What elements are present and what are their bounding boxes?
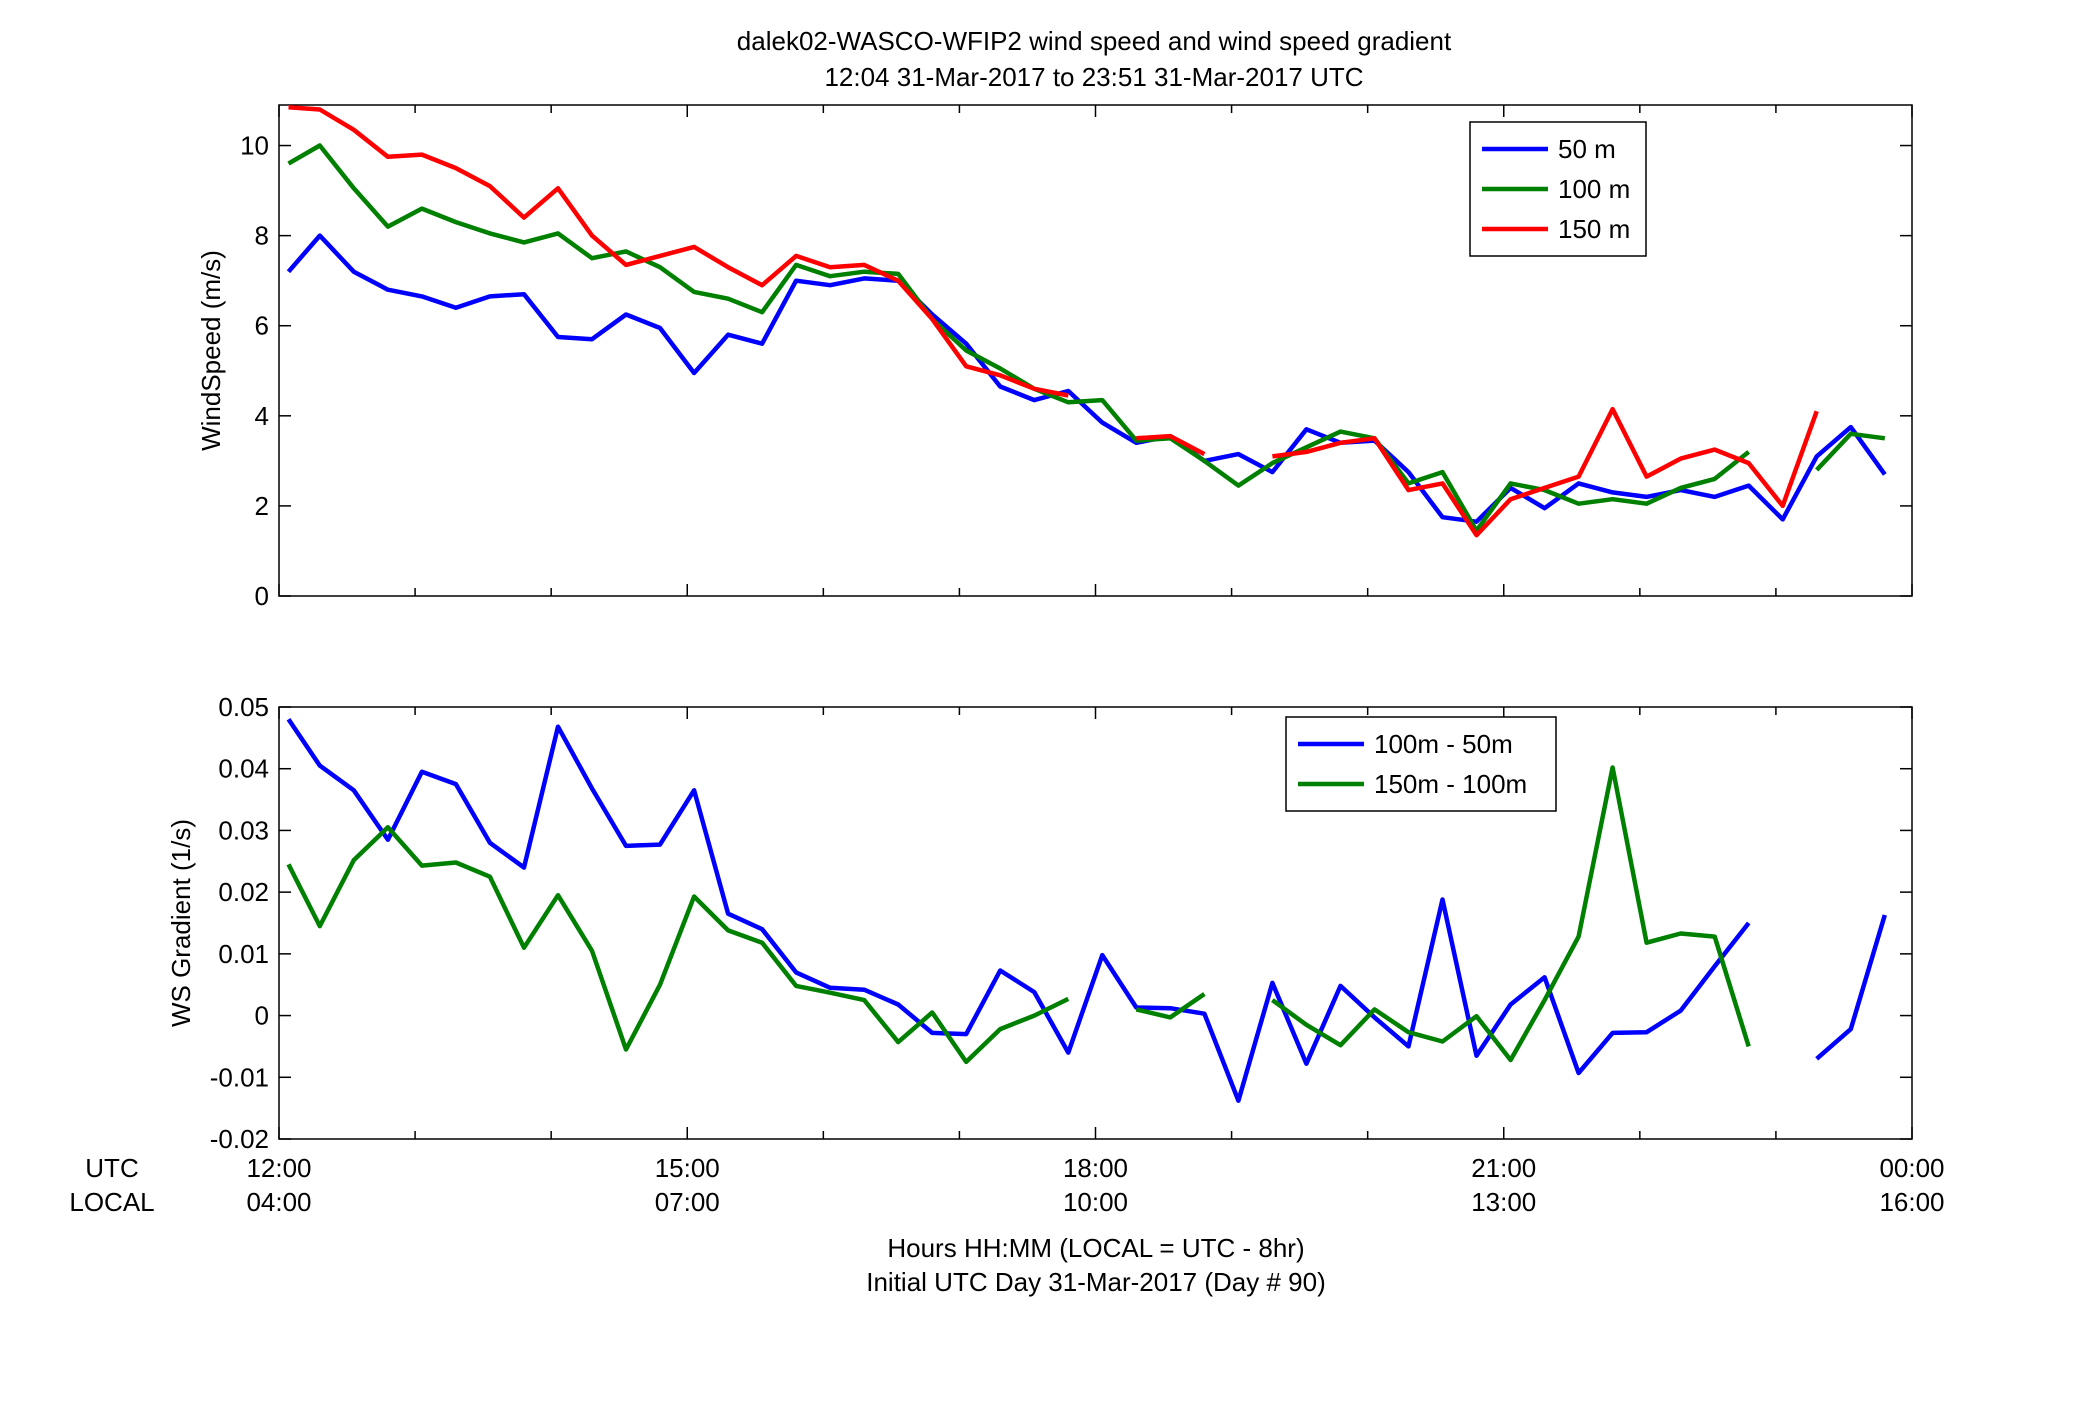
x-tick-label-utc: 21:00 xyxy=(1471,1153,1536,1183)
legend-label: 150 m xyxy=(1558,214,1630,244)
utc-row-label: UTC xyxy=(85,1153,138,1183)
y-tick-label: 0 xyxy=(255,1001,269,1031)
y-tick-label: 0 xyxy=(255,581,269,611)
x-tick-label-local: 16:00 xyxy=(1879,1187,1944,1217)
legend: 100m - 50m 150m - 100m xyxy=(1285,716,1557,812)
legend-label: 100m - 50m xyxy=(1374,729,1513,759)
x-tick-label-local: 13:00 xyxy=(1471,1187,1536,1217)
legend-label: 50 m xyxy=(1558,134,1616,164)
series-line-150-m xyxy=(288,105,1819,538)
legend-box xyxy=(1285,716,1557,812)
x-tick-label-utc: 18:00 xyxy=(1063,1153,1128,1183)
y-tick-label: 0.05 xyxy=(218,692,269,722)
wind-speed-gradient-plot: -0.02 -0.01 0 0.01 0.02 0.03 0.04 0.05 12:00 15:0… xyxy=(166,692,1945,1217)
x-tick-label-local: 07:00 xyxy=(655,1187,720,1217)
x-tick-label-utc: 15:00 xyxy=(655,1153,720,1183)
x-tick-label-local: 04:00 xyxy=(246,1187,311,1217)
y-axis-label: WindSpeed (m/s) xyxy=(196,250,226,451)
y-tick-label: 10 xyxy=(240,131,269,161)
legend-label: 150m - 100m xyxy=(1374,769,1527,799)
y-axis-label: WS Gradient (1/s) xyxy=(166,819,196,1027)
y-tick-label: -0.02 xyxy=(210,1124,269,1154)
figure-title: dalek02-WASCO-WFIP2 wind speed and wind … xyxy=(737,26,1452,56)
x-axis-label: Hours HH:MM (LOCAL = UTC - 8hr) xyxy=(887,1233,1304,1263)
figure-subtitle: 12:04 31-Mar-2017 to 23:51 31-Mar-2017 U… xyxy=(824,62,1363,92)
y-tick-label: 8 xyxy=(255,221,269,251)
y-tick-label: 0.03 xyxy=(218,815,269,845)
x-tick-label-local: 10:00 xyxy=(1063,1187,1128,1217)
local-row-label: LOCAL xyxy=(69,1187,154,1217)
series-line-50-m xyxy=(286,233,1887,524)
y-tick-label: 0.02 xyxy=(218,877,269,907)
y-tick-label: 0.01 xyxy=(218,939,269,969)
y-tick-label: 2 xyxy=(255,491,269,521)
series-line-100m-50m xyxy=(286,718,1887,1103)
x-tick-label-utc: 12:00 xyxy=(246,1153,311,1183)
wind-speed-plot: 0 2 4 6 8 10 WindSpeed (m/s) 50 m 100 m 150 m xyxy=(196,104,1913,611)
series-line-100-m xyxy=(287,143,1886,533)
y-tick-label: 4 xyxy=(255,401,269,431)
series-line-150m-100m xyxy=(286,765,1751,1065)
x-tick-label-utc: 00:00 xyxy=(1879,1153,1944,1183)
x-axis-label-day: Initial UTC Day 31-Mar-2017 (Day # 90) xyxy=(866,1267,1326,1297)
y-tick-label: 0.04 xyxy=(218,754,269,784)
legend: 50 m 100 m 150 m xyxy=(1469,121,1647,257)
legend-label: 100 m xyxy=(1558,174,1630,204)
y-tick-label: 6 xyxy=(255,311,269,341)
y-tick-label: -0.01 xyxy=(210,1062,269,1092)
